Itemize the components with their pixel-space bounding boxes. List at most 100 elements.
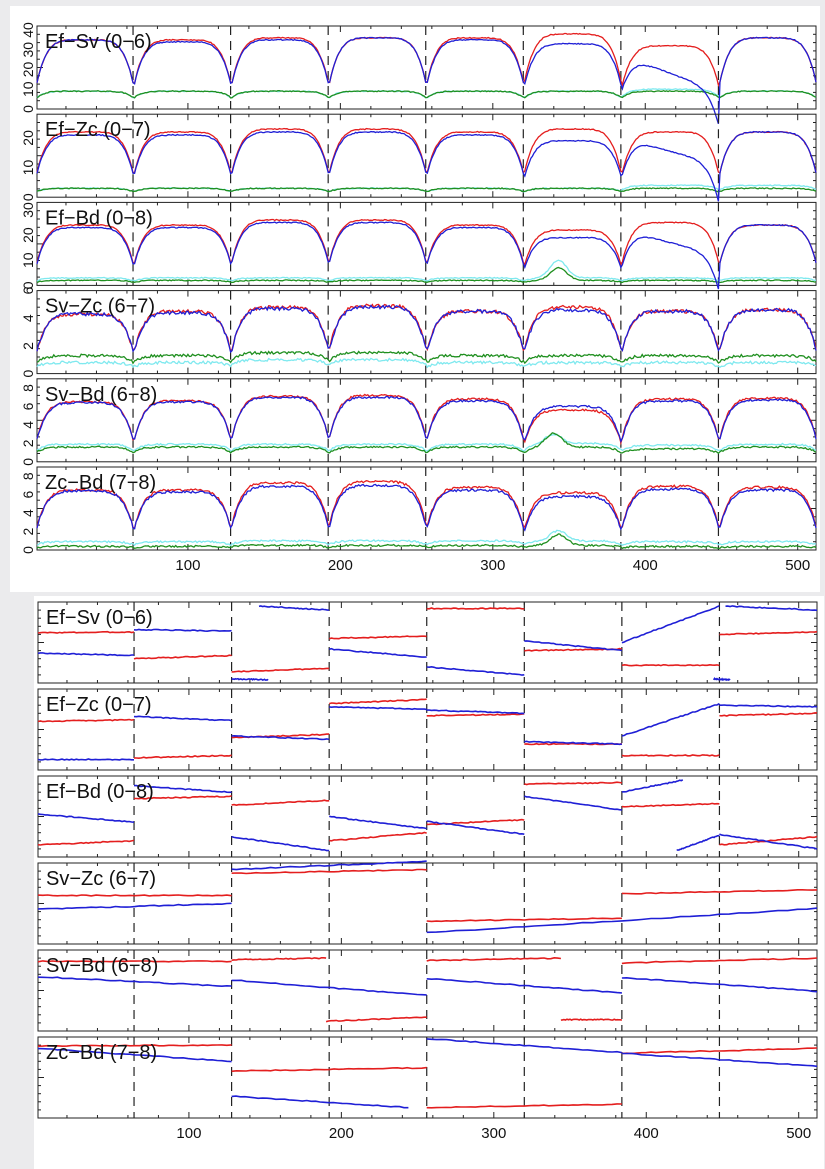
series-blue-line (36, 483, 817, 532)
segment-red-line (329, 831, 427, 842)
segment-blue-line (329, 706, 427, 711)
series-green-line (36, 533, 817, 550)
segment-blue-line (426, 1038, 623, 1054)
y-tick-label: 30 (20, 42, 36, 58)
panel-label: Ef−Zc (0−7) (45, 119, 151, 141)
panel-bottom-1: Ef−Sv (0−6) (37, 601, 818, 684)
y-tick-label: 8 (20, 472, 36, 480)
panel-top-4: 0 2 4 6 Sv−Zc (6−7) (20, 286, 817, 377)
segment-red-line (37, 630, 135, 634)
segment-blue-line (426, 709, 525, 715)
series-green-line (36, 89, 817, 99)
segment-red-line (133, 754, 232, 760)
segment-red-line (719, 712, 818, 717)
segment-blue-line (37, 813, 135, 823)
segment-red-line (621, 957, 818, 965)
segment-blue-line (621, 976, 818, 993)
series-red-line (36, 218, 817, 267)
segment-blue-line (719, 833, 818, 850)
segment-red-line (524, 781, 622, 786)
segment-red-line (621, 889, 818, 895)
segment-red-line (37, 894, 232, 897)
series-cyan-line (36, 259, 817, 282)
segment-red-line (426, 607, 525, 610)
series-green-line (36, 187, 817, 193)
panel-label: Ef−Zc (0−7) (46, 694, 152, 716)
segment-red-line (621, 754, 720, 757)
y-tick-label: 10 (20, 252, 36, 268)
segment-blue-line (621, 702, 720, 737)
bottom-figure: Ef−Sv (0−6) Ef−Zc (0−7) Ef−Bd (0−8) Sv−Zc (… (37, 601, 818, 1142)
panel-label: Ef−Bd (0−8) (46, 781, 154, 803)
y-tick-label: 2 (20, 439, 36, 447)
panel-label: Zc−Bd (7−8) (45, 472, 156, 494)
panel-label: Sv−Zc (6−7) (46, 868, 156, 890)
y-tick-label: 6 (20, 402, 36, 410)
segment-red-line (231, 799, 330, 807)
y-tick-label: 4 (20, 421, 36, 429)
segment-red-line (329, 698, 427, 705)
panel-label: Zc−Bd (7−8) (46, 1042, 157, 1064)
y-tick-label: 0 (20, 105, 36, 113)
segment-blue-line (426, 820, 525, 835)
segment-red-line (231, 957, 327, 961)
segment-red-line (37, 1044, 232, 1048)
panel-label: Ef−Sv (0−6) (45, 31, 152, 53)
y-tick-label: 0 (20, 458, 36, 466)
y-tick-label: 40 (20, 22, 36, 38)
panel-top-3: 0 10 20 30 Ef−Bd (0−8) (20, 201, 817, 289)
segment-blue-line (231, 979, 427, 996)
segment-red-line (426, 956, 561, 962)
panel-bottom-4: Sv−Zc (6−7) (37, 860, 818, 945)
panel-label: Sv−Bd (6−8) (46, 955, 158, 977)
y-tick-label: 0 (20, 369, 36, 377)
y-tick-label: 8 (20, 384, 36, 392)
segment-blue-line (37, 652, 134, 657)
y-tick-label: 30 (20, 202, 36, 218)
segment-blue-line (426, 978, 622, 994)
panel-bottom-2: Ef−Zc (0−7) (37, 688, 818, 771)
segment-blue-line (524, 740, 622, 746)
bottom-figure-background (34, 596, 824, 1169)
segment-blue-line (719, 704, 818, 708)
panel-top-5: 0 2 4 6 8 Sv−Bd (6−8) (20, 378, 817, 466)
y-tick-label: 0 (20, 546, 36, 554)
panel-label: Sv−Zc (6−7) (45, 296, 155, 318)
y-tick-label: 20 (20, 130, 36, 146)
segment-blue-line (231, 860, 427, 871)
segment-blue-line (426, 665, 525, 676)
x-tick-label: 500 (785, 557, 810, 574)
segment-blue-line (713, 676, 731, 682)
segment-red-line (133, 654, 232, 660)
series-green-line (36, 266, 816, 284)
x-tick-label: 200 (329, 1125, 354, 1142)
segment-red-line (325, 1016, 427, 1023)
segment-blue-line (133, 715, 232, 722)
y-tick-label: 6 (20, 491, 36, 499)
series-cyan-line (36, 529, 817, 547)
x-tick-label: 400 (633, 557, 658, 574)
segment-red-line (719, 630, 818, 636)
segment-blue-line (621, 779, 684, 793)
y-tick-label: 6 (20, 286, 36, 294)
panel-bottom-3: Ef−Bd (0−8) (37, 775, 818, 858)
series-blue-line (36, 395, 817, 444)
segment-blue-line (329, 647, 427, 658)
series-blue-line (36, 304, 817, 354)
y-tick-label: 2 (20, 527, 36, 535)
segment-blue-line (133, 628, 232, 633)
segment-red-line (426, 917, 622, 923)
x-tick-label: 100 (176, 1125, 201, 1142)
panel-top-2: 0 10 20 Ef−Zc (0−7) (20, 113, 817, 202)
segment-red-line (231, 1066, 427, 1073)
panel-label: Sv−Bd (6−8) (45, 384, 157, 406)
segment-red-line (621, 663, 720, 667)
y-tick-label: 0 (20, 281, 36, 289)
panel-top-6: 0 2 4 6 8 Zc−Bd (7−8) (20, 466, 817, 554)
segment-blue-line (134, 784, 232, 794)
segment-blue-line (37, 902, 232, 910)
segment-blue-line (258, 605, 330, 611)
segment-red-line (621, 802, 720, 808)
series-red-line (36, 127, 817, 175)
segment-red-line (37, 718, 135, 723)
